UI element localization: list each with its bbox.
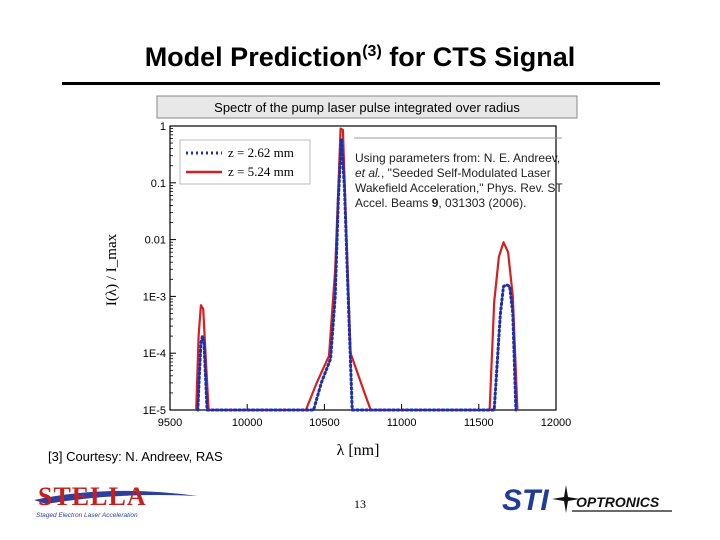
x-tick-label-0: 9500	[158, 417, 182, 429]
y-tick-label-4: 1E-4	[143, 348, 166, 360]
y-axis-ticks: 1 0.1 0.01 1E-3 1E-4 1E-5	[143, 121, 176, 417]
citation-text: Using parameters from: N. E. Andreev, et…	[355, 151, 570, 211]
sti-star-icon	[552, 485, 580, 513]
title-superscript: (3)	[362, 43, 382, 60]
legend-box	[179, 139, 311, 185]
legend-label-2: z = 5.24 mm	[228, 164, 294, 179]
x-tick-label-4: 11500	[464, 417, 494, 429]
stella-logo: STELLA Staged Electron Laser Acceleratio…	[34, 482, 198, 519]
stella-swoosh-icon	[34, 490, 198, 504]
legend: z = 2.62 mm z = 5.24 mm	[179, 139, 311, 185]
title-end: for CTS Signal	[381, 42, 576, 72]
stella-logo-subtitle: Staged Electron Laser Acceleration	[36, 512, 138, 519]
series-layer	[195, 127, 519, 412]
citation-part-b: , "Seeded Self-Modulated Laser Wakefield…	[355, 166, 563, 210]
y-axis-label: I(λ) / I_max	[104, 233, 120, 306]
chart-title: Spectr of the pump laser pulse integrate…	[214, 100, 520, 115]
series-line-0	[196, 137, 518, 412]
citation-part-a: Using parameters from: N. E. Andreev,	[355, 151, 561, 165]
y-tick-label-5: 1E-5	[143, 405, 166, 417]
x-tick-label-5: 12000	[541, 417, 572, 429]
y-tick-label-1: 0.1	[151, 178, 166, 190]
x-axis-ticks: 9500 10000 10500 11000 11500 12000	[158, 404, 572, 429]
slide-title: Model Prediction(3) for CTS Signal	[0, 42, 720, 73]
x-tick-label-1: 10000	[232, 417, 263, 429]
spectrum-chart: Spectr of the pump laser pulse integrate…	[104, 95, 578, 459]
citation-part-c: , 031303 (2006).	[438, 196, 527, 210]
stella-logo-text: STELLA	[38, 482, 147, 511]
legend-label-1: z = 2.62 mm	[228, 145, 294, 160]
chart-title-box	[156, 95, 578, 119]
sti-optronics-logo: STI OPTRONICS	[502, 484, 672, 517]
x-axis-label: λ [nm]	[337, 442, 380, 459]
x-tick-label-3: 11000	[387, 417, 417, 429]
citation-volume: 9	[431, 196, 439, 210]
y-tick-label-3: 1E-3	[143, 291, 166, 303]
citation-et-al: et al.	[355, 166, 382, 180]
title-main: Model Prediction	[144, 42, 363, 72]
page-number: 13	[354, 497, 366, 511]
courtesy-note: [3] Courtesy: N. Andreev, RAS	[48, 449, 223, 464]
y-tick-label-2: 0.01	[145, 235, 166, 247]
y-tick-label-0: 1	[160, 121, 166, 133]
sti-logo-text: STI	[502, 484, 549, 517]
series-line-1	[195, 127, 519, 412]
sti-logo-subtext: OPTRONICS	[576, 494, 660, 510]
title-divider	[62, 82, 660, 85]
x-tick-label-2: 10500	[309, 417, 340, 429]
